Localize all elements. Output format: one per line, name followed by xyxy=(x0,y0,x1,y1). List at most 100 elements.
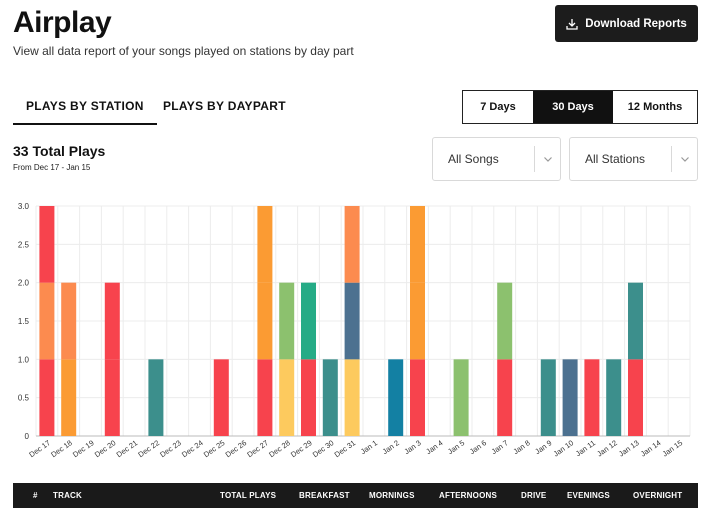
y-tick-label: 2.0 xyxy=(18,279,30,288)
bar-segment-dec-31[interactable] xyxy=(344,282,360,360)
stations-select[interactable]: All Stations xyxy=(569,137,698,181)
bar-segment-dec-25[interactable] xyxy=(213,359,229,436)
y-tick-label: 2.5 xyxy=(18,240,30,249)
column-header-afternoons: AFTERNOONS xyxy=(439,491,497,500)
x-tick-label: Dec 27 xyxy=(245,438,270,459)
bar-segment-jan-11[interactable] xyxy=(584,359,600,436)
column-header-drive: DRIVE xyxy=(521,491,547,500)
x-tick-label: Jan 8 xyxy=(511,438,531,456)
chevron-down-icon xyxy=(534,146,560,172)
x-tick-label: Jan 12 xyxy=(595,438,619,458)
x-tick-label: Jan 2 xyxy=(381,438,401,456)
bar-segment-jan-2[interactable] xyxy=(388,359,404,436)
y-tick-label: 1.0 xyxy=(18,355,30,364)
y-tick-label: 0.5 xyxy=(18,394,30,403)
column-header-number: # xyxy=(33,491,38,500)
songs-select-value: All Songs xyxy=(448,152,499,166)
stations-select-value: All Stations xyxy=(585,152,646,166)
download-reports-button[interactable]: Download Reports xyxy=(555,5,698,42)
x-tick-label: Dec 19 xyxy=(71,438,96,459)
x-tick-label: Jan 5 xyxy=(446,438,466,456)
tab-plays-by-daypart[interactable]: PLAYS BY DAYPART xyxy=(163,99,286,113)
x-tick-label: Jan 3 xyxy=(402,438,422,456)
bar-segment-jan-3[interactable] xyxy=(410,282,425,360)
x-tick-label: Dec 26 xyxy=(224,438,249,459)
bar-segment-dec-31[interactable] xyxy=(344,206,360,283)
x-tick-label: Jan 6 xyxy=(468,438,488,456)
download-icon xyxy=(566,18,578,30)
range-12-months-button[interactable]: 12 Months xyxy=(627,101,683,113)
tab-plays-by-station[interactable]: PLAYS BY STATION xyxy=(13,97,157,125)
bar-segment-dec-29[interactable] xyxy=(301,359,316,436)
bar-segment-jan-7[interactable] xyxy=(497,282,513,360)
x-tick-label: Dec 21 xyxy=(115,438,140,459)
column-header-evenings: EVENINGS xyxy=(567,491,610,500)
bar-segment-jan-3[interactable] xyxy=(410,359,425,436)
bar-segment-jan-13[interactable] xyxy=(628,282,643,360)
column-header-mornings: MORNINGS xyxy=(369,491,415,500)
songs-select[interactable]: All Songs xyxy=(432,137,561,181)
total-plays-count: 33 Total Plays xyxy=(13,143,106,159)
bar-segment-jan-13[interactable] xyxy=(628,359,643,436)
x-tick-label: Dec 22 xyxy=(136,438,161,459)
bar-segment-dec-20[interactable] xyxy=(104,359,120,436)
column-header-breakfast: BREAKFAST xyxy=(299,491,350,500)
x-tick-label: Jan 11 xyxy=(574,438,597,458)
bar-segment-dec-28[interactable] xyxy=(279,359,295,436)
x-tick-label: Jan 1 xyxy=(359,438,379,456)
y-tick-label: 3.0 xyxy=(18,202,30,211)
page-title: Airplay xyxy=(13,6,112,39)
x-tick-label: Jan 13 xyxy=(617,438,641,458)
range-7-days-button[interactable]: 7 Days xyxy=(480,101,516,113)
x-tick-label: Dec 18 xyxy=(49,438,74,459)
bar-segment-dec-20[interactable] xyxy=(104,282,120,360)
x-tick-label: Dec 17 xyxy=(27,438,52,459)
bar-segment-jan-9[interactable] xyxy=(540,359,556,436)
x-tick-label: Dec 23 xyxy=(158,438,183,459)
column-header-track: TRACK xyxy=(53,491,82,500)
x-tick-label: Jan 10 xyxy=(552,438,576,458)
range-30-days-button[interactable]: 30 Days xyxy=(533,91,613,123)
bar-segment-jan-5[interactable] xyxy=(453,359,469,436)
date-range-label: From Dec 17 - Jan 15 xyxy=(13,163,91,172)
bar-segment-dec-18[interactable] xyxy=(61,282,77,360)
download-reports-label: Download Reports xyxy=(585,17,687,30)
bar-segment-dec-18[interactable] xyxy=(61,359,77,436)
y-tick-label: 0 xyxy=(25,432,30,441)
bar-segment-jan-3[interactable] xyxy=(410,206,425,283)
y-tick-label: 1.5 xyxy=(18,317,30,326)
bar-segment-dec-30[interactable] xyxy=(322,359,338,436)
x-tick-label: Jan 7 xyxy=(490,438,510,456)
bar-segment-dec-31[interactable] xyxy=(344,359,360,436)
bar-segment-dec-22[interactable] xyxy=(148,359,164,436)
x-tick-label: Dec 20 xyxy=(93,438,118,459)
chevron-down-icon xyxy=(671,146,697,172)
x-tick-label: Jan 15 xyxy=(661,438,685,458)
bar-segment-dec-29[interactable] xyxy=(301,282,316,360)
x-tick-label: Jan 14 xyxy=(639,438,663,458)
page-subtitle: View all data report of your songs playe… xyxy=(13,44,354,58)
x-tick-label: Dec 30 xyxy=(311,438,336,459)
bar-segment-dec-17[interactable] xyxy=(39,206,55,283)
bar-segment-dec-17[interactable] xyxy=(39,282,55,360)
bar-segment-dec-27[interactable] xyxy=(257,359,273,436)
column-header-total-plays: TOTAL PLAYS xyxy=(220,491,277,500)
bar-segment-dec-27[interactable] xyxy=(257,282,273,360)
table-header: # TRACK TOTAL PLAYS BREAKFAST MORNINGS A… xyxy=(13,483,698,508)
x-tick-label: Jan 4 xyxy=(424,438,444,456)
x-tick-label: Dec 29 xyxy=(289,438,314,459)
bar-segment-dec-17[interactable] xyxy=(39,359,55,436)
x-tick-label: Dec 24 xyxy=(180,438,205,459)
bar-segment-jan-10[interactable] xyxy=(562,359,578,436)
bar-segment-jan-12[interactable] xyxy=(606,359,622,436)
bar-segment-dec-28[interactable] xyxy=(279,282,295,360)
bar-segment-jan-7[interactable] xyxy=(497,359,513,436)
x-tick-label: Dec 25 xyxy=(202,438,227,459)
column-header-overnight: OVERNIGHT xyxy=(633,491,683,500)
x-tick-label: Dec 31 xyxy=(333,438,358,459)
x-tick-label: Dec 28 xyxy=(267,438,292,459)
x-tick-label: Jan 9 xyxy=(533,438,553,456)
bar-segment-dec-27[interactable] xyxy=(257,206,273,283)
time-range-toggle: 7 Days 30 Days 12 Months xyxy=(462,90,698,124)
